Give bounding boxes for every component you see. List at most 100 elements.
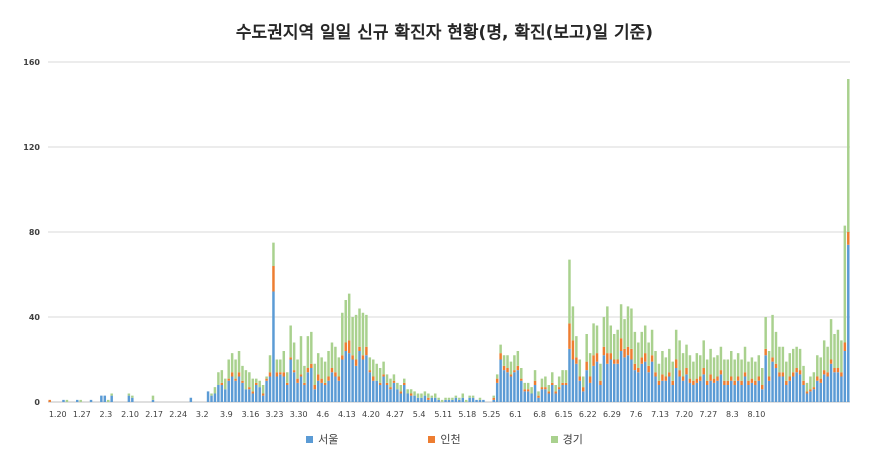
- bar-seoul: [447, 399, 451, 403]
- bar-seoul: [585, 370, 588, 403]
- bar-incheon: [740, 380, 743, 385]
- bar-incheon: [757, 376, 761, 381]
- bar-incheon: [268, 372, 272, 377]
- bar-gyeonggi: [372, 359, 375, 377]
- bar-gyeonggi: [213, 387, 217, 394]
- bar-seoul: [127, 395, 131, 403]
- bar-incheon: [726, 380, 730, 385]
- bar-seoul: [533, 385, 537, 402]
- bar-seoul: [733, 385, 736, 402]
- bar-gyeonggi: [630, 308, 633, 349]
- bar-gyeonggi: [409, 389, 413, 394]
- bar-seoul: [606, 363, 609, 402]
- bar-seoul: [671, 385, 674, 402]
- bar-gyeonggi: [110, 393, 113, 396]
- bar-incheon: [351, 355, 354, 360]
- bar-incheon: [509, 374, 513, 377]
- bar-seoul: [595, 361, 599, 403]
- bar-incheon: [657, 380, 661, 385]
- bar-incheon: [798, 370, 802, 375]
- bar-gyeonggi: [454, 395, 458, 398]
- bar-incheon: [626, 346, 630, 356]
- bar-gyeonggi: [323, 361, 327, 383]
- bar-gyeonggi: [361, 312, 365, 356]
- x-tick-label: 3.30: [290, 410, 308, 419]
- bar-gyeonggi: [396, 382, 399, 390]
- bar-gyeonggi: [502, 355, 506, 366]
- bar-gyeonggi: [836, 329, 840, 368]
- bar-seoul: [372, 380, 375, 402]
- bar-gyeonggi: [822, 340, 826, 371]
- bar-gyeonggi: [420, 393, 423, 398]
- bar-seoul: [843, 351, 847, 402]
- bar-seoul: [433, 397, 437, 402]
- bar-gyeonggi: [588, 353, 592, 377]
- bar-seoul: [248, 389, 251, 402]
- bar-gyeonggi: [595, 325, 599, 354]
- bar-gyeonggi: [251, 378, 255, 392]
- bar-gyeonggi: [316, 353, 320, 375]
- bar-seoul: [230, 376, 234, 402]
- bar-gyeonggi: [523, 382, 526, 390]
- bar-seoul: [213, 393, 217, 402]
- bar-incheon: [399, 391, 403, 394]
- bar-seoul: [210, 395, 213, 403]
- bar-gyeonggi: [499, 344, 502, 354]
- bar-seoul: [289, 359, 292, 402]
- bar-seoul: [258, 387, 261, 403]
- bar-gyeonggi: [606, 306, 609, 354]
- bar-seoul: [743, 376, 747, 402]
- bar-incheon: [840, 372, 843, 377]
- bar-seoul: [151, 399, 155, 403]
- bar-gyeonggi: [327, 351, 330, 377]
- bar-gyeonggi: [791, 348, 795, 373]
- bar-incheon: [385, 382, 389, 386]
- bar-incheon: [526, 389, 530, 392]
- bar-gyeonggi: [537, 391, 540, 396]
- bar-gyeonggi: [210, 393, 213, 396]
- bar-incheon: [564, 382, 568, 386]
- bar-incheon: [747, 380, 750, 385]
- bar-incheon: [809, 389, 812, 392]
- bar-incheon: [771, 357, 774, 362]
- bar-gyeonggi: [754, 361, 757, 381]
- bar-incheon: [571, 340, 575, 360]
- x-tick-label: 6.1: [509, 410, 522, 419]
- bar-seoul: [785, 385, 788, 402]
- bar-incheon: [595, 353, 599, 362]
- bar-seoul: [471, 397, 475, 402]
- bar-gyeonggi: [781, 346, 785, 373]
- bar-gyeonggi: [664, 357, 668, 377]
- bar-gyeonggi: [299, 336, 303, 375]
- bar-seoul: [189, 397, 193, 402]
- bar-seoul: [702, 374, 705, 403]
- bar-incheon: [341, 355, 344, 360]
- bar-seoul: [495, 382, 499, 403]
- x-tick-label: 3.23: [266, 410, 284, 419]
- bar-seoul: [385, 385, 389, 402]
- x-tick-label: 3.2: [196, 410, 209, 419]
- bar-seoul: [575, 363, 578, 402]
- bar-incheon: [822, 370, 826, 375]
- bar-incheon: [619, 338, 623, 351]
- bar-seoul: [740, 385, 743, 402]
- bar-gyeonggi: [764, 317, 767, 349]
- x-tick-label: 5.18: [458, 410, 476, 419]
- bar-seoul: [540, 389, 544, 402]
- bar-seoul: [623, 357, 626, 403]
- bar-gyeonggi: [131, 395, 134, 398]
- bar-incheon: [368, 370, 372, 373]
- bar-incheon: [389, 387, 392, 390]
- bar-seoul: [444, 399, 447, 403]
- bar-seoul: [403, 385, 406, 402]
- bar-seoul: [795, 372, 798, 402]
- bar-seoul: [458, 399, 461, 403]
- bar-seoul: [619, 351, 623, 402]
- bar-seoul: [306, 372, 310, 402]
- bar-gyeonggi: [382, 361, 385, 375]
- bar-seoul: [764, 355, 767, 402]
- bar-incheon: [788, 376, 791, 381]
- bar-gyeonggi: [368, 357, 372, 371]
- bar-incheon: [327, 376, 330, 381]
- bar-incheon: [692, 380, 695, 385]
